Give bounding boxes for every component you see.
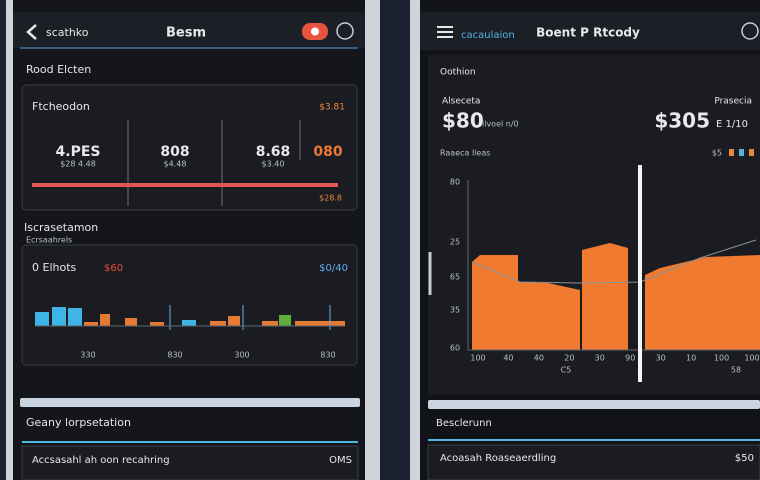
activity-title: 0 Elhots [32,261,77,274]
header-title: Besm [166,26,206,41]
legend-swatch [729,149,734,156]
card-corner: $3.81 [319,103,345,113]
section-title: Oothion [440,68,476,78]
mini-bar [52,307,66,326]
toggle-knob [311,27,319,36]
back-label[interactable]: scathko [46,26,89,39]
stat-sublabel: $28 4.48 [60,160,96,169]
activity-amount: $60 [104,263,123,274]
x-labels: 100 40 40 20 30 90 30 10 100 100 [470,354,759,363]
x-footer: C5 [561,366,572,375]
mini-bar [68,308,82,326]
summary-card [21,84,358,211]
cursor-line[interactable] [638,165,642,382]
list-row[interactable] [427,444,760,480]
mini-bar [35,312,49,326]
chart-caption: Raaeca lleas [440,149,490,158]
summary-label: Alseceta [442,97,480,107]
summary-big: $80 [442,109,484,133]
summary-label: Prasecia [714,97,752,107]
y-label: 80 [450,178,460,187]
back-icon[interactable] [26,24,37,40]
row-value: OMS [329,455,352,466]
summary-small: ilvoel n/0 [482,120,519,129]
row-value: $50 [735,453,754,464]
x-label: 330 [80,351,95,360]
x-label: 300 [234,351,249,360]
stat-sublabel: $4.48 [164,160,187,169]
row-label: Accsasahl ah oon recahring [32,455,170,466]
y-label: 60 [450,344,460,353]
stat: 4.PES [56,144,101,160]
section-title: Rood Elcten [26,63,91,76]
menu-icon[interactable] [437,26,453,38]
x-label: 830 [167,351,182,360]
y-label: 25 [450,238,460,247]
card-title: Ftcheodon [32,100,90,113]
bottom-heading: Besclerunn [436,418,492,429]
x-label: 30 [656,354,666,363]
mini-bar [295,321,345,326]
chart-caption-value: $5 [712,149,722,158]
info-icon[interactable] [336,22,354,40]
area [582,243,628,350]
mini-bar [262,321,278,326]
mini-bar [150,322,164,326]
y-label: 65 [450,273,460,282]
trend-line [471,239,757,284]
subsection-title: Iscrasetamon [24,221,98,234]
x-label: 100 [744,354,759,363]
subsection-subtitle: Ecrsaahrels [26,236,72,245]
mini-bars [35,305,345,330]
summary-small: E 1/10 [716,119,748,130]
row-label: Acoasah Roaseaerdling [440,453,556,464]
header-bar [420,12,760,50]
x-footer: 58 [731,366,741,375]
area [472,255,518,350]
mini-bar [125,318,137,326]
header-title: Boent P Rtcody [536,26,640,40]
stat: 080 [313,144,342,160]
x-label: 830 [320,351,335,360]
mini-bar [228,316,240,326]
x-label: 40 [503,354,513,363]
x-label: 90 [625,354,635,363]
bottom-heading: Geany lorpsetation [26,416,131,429]
stat: 8.68 [256,144,291,160]
legend-swatch [749,149,754,156]
summary-big: $305 [654,109,710,133]
card-footer: $28.8 [319,194,342,203]
mini-bar [100,314,110,326]
x-label: 30 [595,354,605,363]
area-chart [468,239,760,351]
separator [428,400,760,409]
separator [20,398,360,407]
x-label: 100 [714,354,729,363]
mini-bar [182,320,196,326]
list-row[interactable] [21,445,359,480]
x-label: 10 [686,354,696,363]
y-label: 35 [450,306,460,315]
area [645,255,760,350]
x-label: 100 [470,354,485,363]
area [518,282,580,350]
activity-card [21,244,358,366]
progress-bar [32,183,338,187]
info-icon[interactable] [741,22,759,40]
x-label: 20 [564,354,574,363]
mini-bar [279,315,291,326]
stat-sublabel: $3.40 [262,160,285,169]
legend-swatch [739,149,744,156]
stat: 808 [160,144,189,160]
mini-bar [84,322,98,326]
x-label: 40 [534,354,544,363]
header-link[interactable]: cacaulaion [461,30,515,41]
activity-corner: $0/40 [319,263,348,274]
mini-bar [210,321,226,326]
